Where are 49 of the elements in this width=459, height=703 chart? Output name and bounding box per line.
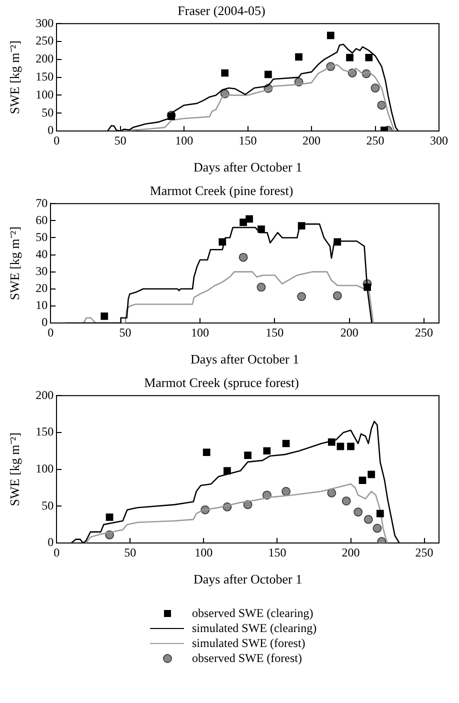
x-tick-label: 100 (175, 133, 194, 148)
x-tick-label: 200 (340, 325, 358, 340)
y-axis-title: SWE [kg m⁻²] (7, 226, 22, 300)
x-tick-label: 150 (238, 133, 257, 148)
y-tick-label: 0 (48, 535, 54, 550)
y-tick-label: 0 (48, 123, 54, 138)
x-tick-label: 150 (268, 545, 286, 560)
y-axis-title: SWE [kg m⁻²] (7, 432, 22, 506)
y-tick-label: 0 (42, 315, 48, 330)
x-tick-label: 200 (342, 545, 360, 560)
chart-title: Marmot Creek (spruce forest) (144, 375, 299, 390)
chart-title: Fraser (2004-05) (178, 3, 266, 18)
y-tick-label: 50 (42, 105, 54, 120)
legend-label: observed SWE (forest) (192, 651, 302, 666)
legend-label: simulated SWE (forest) (192, 636, 306, 651)
x-tick-label: 200 (302, 133, 321, 148)
x-tick-label: 100 (190, 325, 209, 340)
x-axis-title: Days after October 1 (193, 572, 302, 587)
y-tick-label: 300 (36, 16, 54, 30)
legend-label: observed SWE (clearing) (192, 606, 314, 621)
y-tick-label: 150 (36, 424, 54, 439)
y-tick-label: 200 (36, 52, 54, 66)
x-tick-label: 50 (124, 545, 136, 560)
x-tick-label: 250 (366, 133, 384, 148)
chart-title: Marmot Creek (pine forest) (150, 183, 294, 198)
x-axis-title: Days after October 1 (193, 160, 302, 175)
x-tick-label: 100 (194, 545, 213, 560)
y-tick-label: 70 (36, 196, 48, 210)
y-tick-label: 30 (36, 264, 48, 278)
y-tick-label: 250 (36, 34, 54, 48)
y-tick-label: 40 (36, 246, 48, 261)
x-tick-label: 250 (415, 545, 434, 560)
y-axis-title: SWE [kg m⁻²] (7, 40, 22, 114)
x-tick-label: 50 (114, 133, 126, 148)
y-tick-label: 150 (36, 69, 54, 84)
y-tick-label: 200 (36, 388, 54, 402)
y-tick-label: 100 (36, 461, 54, 476)
y-tick-label: 100 (36, 87, 54, 102)
x-tick-label: 150 (266, 325, 284, 340)
x-tick-label: 50 (119, 325, 132, 340)
x-tick-label: 300 (430, 133, 448, 148)
x-tick-label: 250 (415, 325, 434, 340)
legend-label: simulated SWE (clearing) (192, 621, 317, 636)
y-tick-label: 60 (36, 212, 48, 227)
y-tick-label: 50 (36, 230, 48, 244)
y-tick-label: 20 (36, 281, 48, 296)
y-tick-label: 10 (36, 298, 48, 312)
y-tick-label: 50 (42, 498, 54, 512)
x-axis-title: Days after October 1 (190, 352, 300, 367)
